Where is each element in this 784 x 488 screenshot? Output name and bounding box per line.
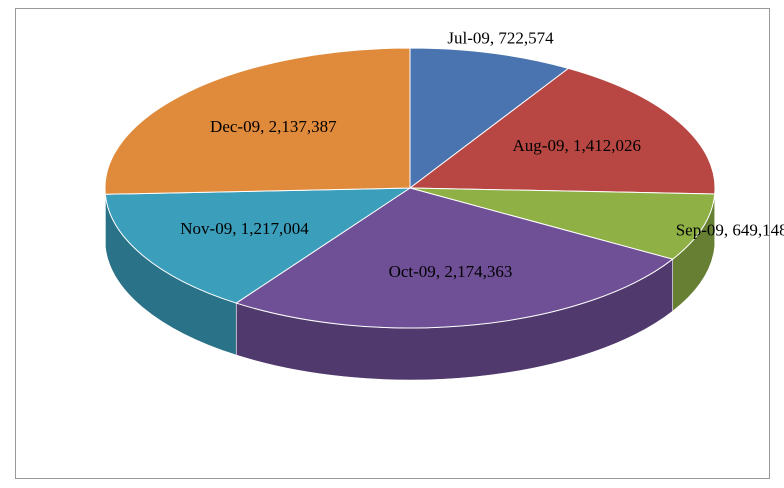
data-label: Aug-09, 1,412,026	[513, 136, 641, 155]
label-value: 649,148	[732, 221, 784, 240]
label-value: 1,217,004	[241, 219, 310, 238]
label-value: 2,137,387	[269, 117, 338, 136]
slice	[104, 187, 412, 304]
label-separator: ,	[260, 117, 269, 136]
label-category: Nov-09	[180, 219, 232, 238]
data-label: Nov-09, 1,217,004	[180, 219, 309, 238]
label-category: Sep-09	[676, 221, 724, 240]
slice	[409, 187, 716, 260]
label-category: Aug-09	[513, 136, 565, 155]
label-separator: ,	[564, 136, 573, 155]
label-separator: ,	[724, 221, 733, 240]
label-category: Dec-09	[210, 117, 260, 136]
label-category: Jul-09	[447, 29, 490, 48]
label-value: 1,412,026	[573, 136, 641, 155]
label-separator: ,	[490, 29, 499, 48]
slice	[408, 67, 716, 195]
label-separator: ,	[232, 219, 241, 238]
label-value: 722,574	[498, 29, 554, 48]
label-value: 2,174,363	[444, 262, 512, 281]
slice	[104, 47, 411, 195]
slice	[409, 47, 570, 190]
label-category: Oct-09	[389, 262, 436, 281]
data-label: Jul-09, 722,574	[447, 29, 554, 48]
label-separator: ,	[436, 262, 445, 281]
data-label: Sep-09, 649,148	[676, 221, 784, 240]
data-label: Dec-09, 2,137,387	[210, 117, 337, 136]
data-label: Oct-09, 2,174,363	[389, 262, 513, 281]
slice	[235, 187, 674, 329]
